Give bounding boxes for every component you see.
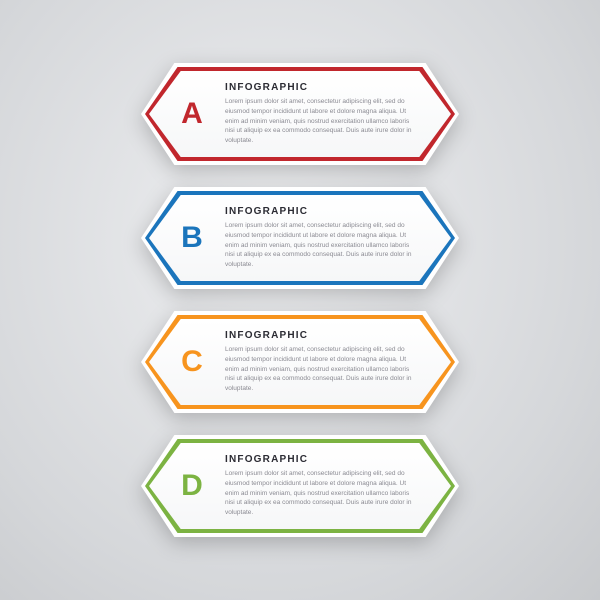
card-title: INFOGRAPHIC xyxy=(225,454,419,465)
card-description: Lorem ipsum dolor sit amet, consectetur … xyxy=(225,221,419,270)
card-title: INFOGRAPHIC xyxy=(225,82,419,93)
card-content: B INFOGRAPHIC Lorem ipsum dolor sit amet… xyxy=(141,187,459,289)
info-card-c: C INFOGRAPHIC Lorem ipsum dolor sit amet… xyxy=(141,311,459,413)
text-block: INFOGRAPHIC Lorem ipsum dolor sit amet, … xyxy=(225,82,419,146)
step-letter: B xyxy=(175,221,209,255)
text-block: INFOGRAPHIC Lorem ipsum dolor sit amet, … xyxy=(225,330,419,394)
card-description: Lorem ipsum dolor sit amet, consectetur … xyxy=(225,97,419,146)
card-title: INFOGRAPHIC xyxy=(225,330,419,341)
info-card-b: B INFOGRAPHIC Lorem ipsum dolor sit amet… xyxy=(141,187,459,289)
info-card-d: D INFOGRAPHIC Lorem ipsum dolor sit amet… xyxy=(141,435,459,537)
text-block: INFOGRAPHIC Lorem ipsum dolor sit amet, … xyxy=(225,454,419,518)
card-description: Lorem ipsum dolor sit amet, consectetur … xyxy=(225,345,419,394)
card-content: D INFOGRAPHIC Lorem ipsum dolor sit amet… xyxy=(141,435,459,537)
text-block: INFOGRAPHIC Lorem ipsum dolor sit amet, … xyxy=(225,206,419,270)
info-card-a: A INFOGRAPHIC Lorem ipsum dolor sit amet… xyxy=(141,63,459,165)
card-content: C INFOGRAPHIC Lorem ipsum dolor sit amet… xyxy=(141,311,459,413)
step-letter: D xyxy=(175,469,209,503)
step-letter: A xyxy=(175,97,209,131)
card-content: A INFOGRAPHIC Lorem ipsum dolor sit amet… xyxy=(141,63,459,165)
card-description: Lorem ipsum dolor sit amet, consectetur … xyxy=(225,469,419,518)
card-title: INFOGRAPHIC xyxy=(225,206,419,217)
step-letter: C xyxy=(175,345,209,379)
